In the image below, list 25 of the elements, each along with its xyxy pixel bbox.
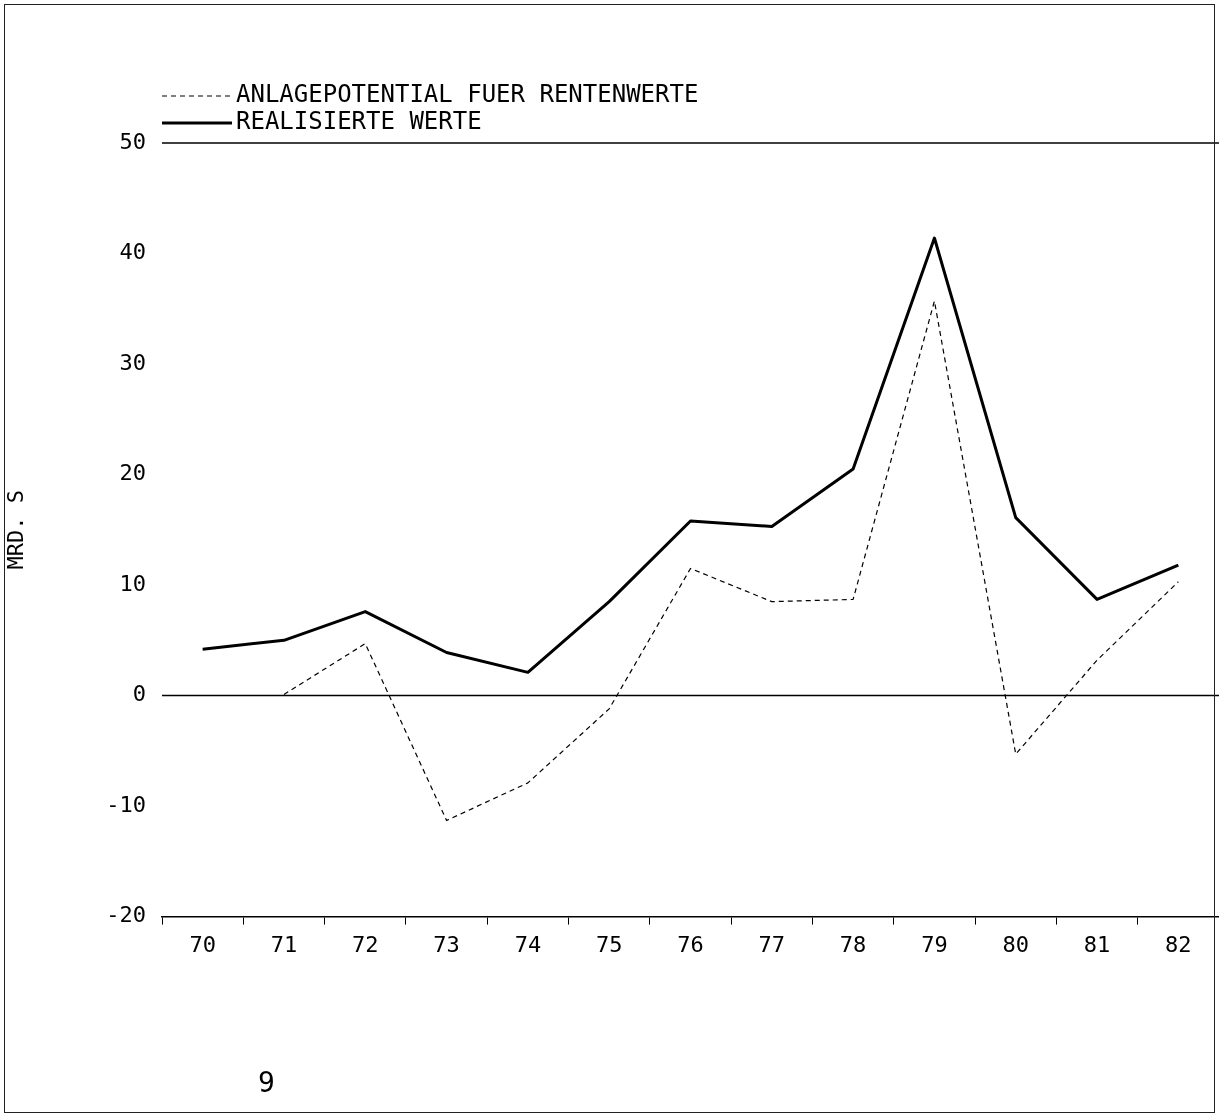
x-tick-label: 74 [514, 931, 542, 957]
x-tick-label: 78 [839, 931, 867, 957]
x-tick-label: 73 [433, 931, 460, 957]
x-tick-label: 70 [189, 931, 216, 957]
y-tick-label: 0 [132, 681, 146, 707]
y-tick-label: 50 [119, 128, 146, 154]
x-tick-label: 72 [352, 931, 379, 957]
text: 9 [258, 1066, 275, 1099]
x-tick-label: 71 [270, 931, 298, 957]
x-tick-label: 81 [1083, 931, 1111, 957]
y-axis-title: MRD. S [2, 490, 28, 570]
y-tick-label: 30 [119, 349, 146, 375]
y-tick-label: -20 [106, 902, 146, 928]
y-tick-label: 40 [119, 239, 146, 265]
legend-label: ANLAGEPOTENTIAL FUER RENTENWERTE [236, 80, 699, 109]
y-tick-label: 10 [119, 570, 146, 596]
legend-label: REALISIERTE WERTE [236, 107, 482, 136]
y-tick-label: 20 [119, 460, 146, 486]
y-tick-label: -10 [106, 791, 146, 817]
x-tick-label: 75 [595, 931, 623, 957]
x-tick-label: 77 [758, 931, 786, 957]
x-tick-label: 82 [1165, 931, 1192, 957]
x-tick-label: 79 [921, 931, 948, 957]
x-tick-label: 76 [677, 931, 704, 957]
x-tick-label: 80 [1002, 931, 1029, 957]
